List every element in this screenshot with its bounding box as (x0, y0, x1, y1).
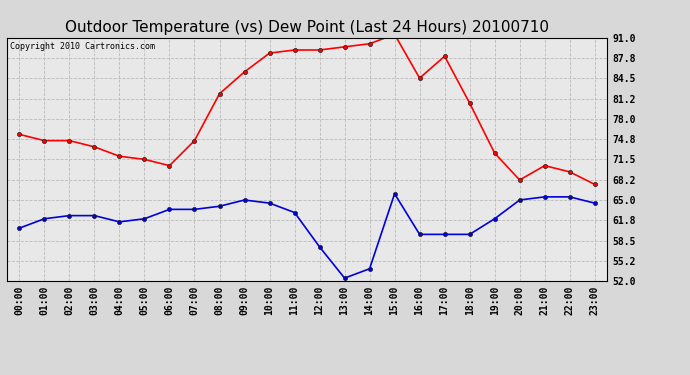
Title: Outdoor Temperature (vs) Dew Point (Last 24 Hours) 20100710: Outdoor Temperature (vs) Dew Point (Last… (65, 20, 549, 35)
Text: Copyright 2010 Cartronics.com: Copyright 2010 Cartronics.com (10, 42, 155, 51)
